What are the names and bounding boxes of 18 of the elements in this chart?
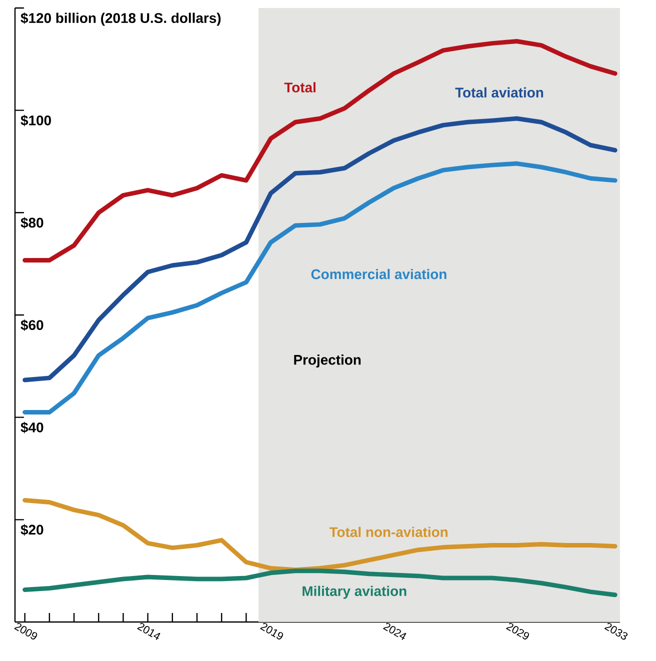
- series-label: Total: [284, 82, 316, 92]
- x-tick-label: 2019: [260, 622, 284, 640]
- y-tick-label: $60: [20, 320, 44, 331]
- series-label: Total non-aviation: [329, 526, 448, 538]
- x-tick-label: 2014: [137, 622, 160, 640]
- x-tick-label: 2029: [506, 622, 529, 640]
- band-label: Projection: [294, 354, 361, 368]
- y-tick-label: $100: [20, 114, 51, 126]
- y-tick-label: $80: [20, 217, 44, 229]
- x-tick-label: 2024: [383, 622, 406, 640]
- x-tick-label: 2009: [14, 622, 38, 640]
- series-label: Military aviation: [302, 586, 406, 599]
- x-tick-label: 2033: [604, 622, 628, 640]
- y-tick-label: $20: [20, 524, 44, 536]
- y-tick-label: $40: [20, 422, 44, 434]
- y-tick-label: $120 billion (2018 U.S. dollars): [20, 12, 221, 26]
- text: Commercial aviation: [311, 268, 446, 280]
- series-label: Total aviation: [455, 87, 544, 98]
